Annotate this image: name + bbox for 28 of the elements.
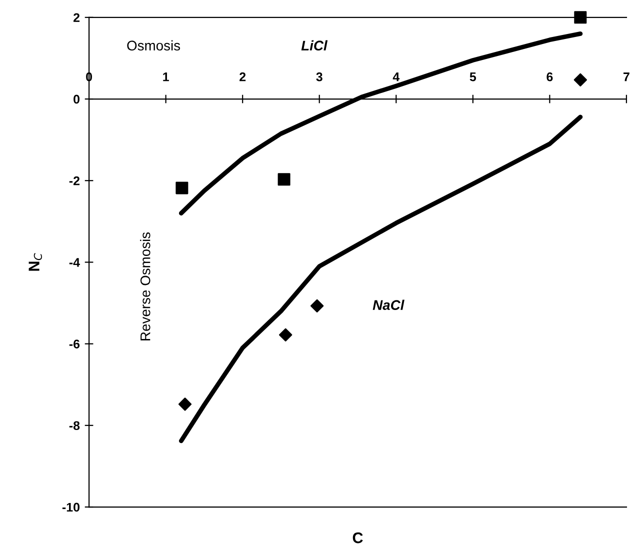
y-tick-label: -8 — [69, 421, 80, 430]
x-tick-label: 6 — [546, 72, 553, 82]
x-tick-label: 3 — [316, 72, 322, 82]
point — [310, 299, 324, 312]
line-series — [178, 114, 583, 444]
y-tick-label: 2 — [73, 13, 80, 22]
x-tick-label: 5 — [470, 72, 476, 82]
x-tick-label: 7 — [624, 72, 630, 82]
y-axis-title: N$_{C}$ — [28, 253, 42, 271]
point — [176, 182, 188, 194]
y-tick-label: -10 — [62, 502, 80, 512]
x-tick-label: 1 — [163, 72, 169, 82]
y-tick-label: -4 — [69, 258, 80, 267]
annotation: Osmosis — [127, 40, 180, 51]
x-tick-label: 4 — [392, 72, 400, 82]
y-tick-label: -2 — [69, 176, 80, 186]
point — [278, 173, 290, 186]
point — [178, 398, 192, 411]
annotation: NaCl — [372, 300, 404, 310]
annotation: LiCl — [301, 40, 328, 51]
y-tick-label: 0 — [74, 94, 80, 104]
point — [574, 11, 587, 24]
y-tick-label: -6 — [69, 340, 80, 348]
x-tick-label: 2 — [240, 72, 246, 82]
x-axis-title: C — [352, 532, 363, 544]
annotation: Reverse Osmosis — [140, 232, 150, 340]
point — [574, 73, 587, 86]
point — [278, 328, 292, 342]
